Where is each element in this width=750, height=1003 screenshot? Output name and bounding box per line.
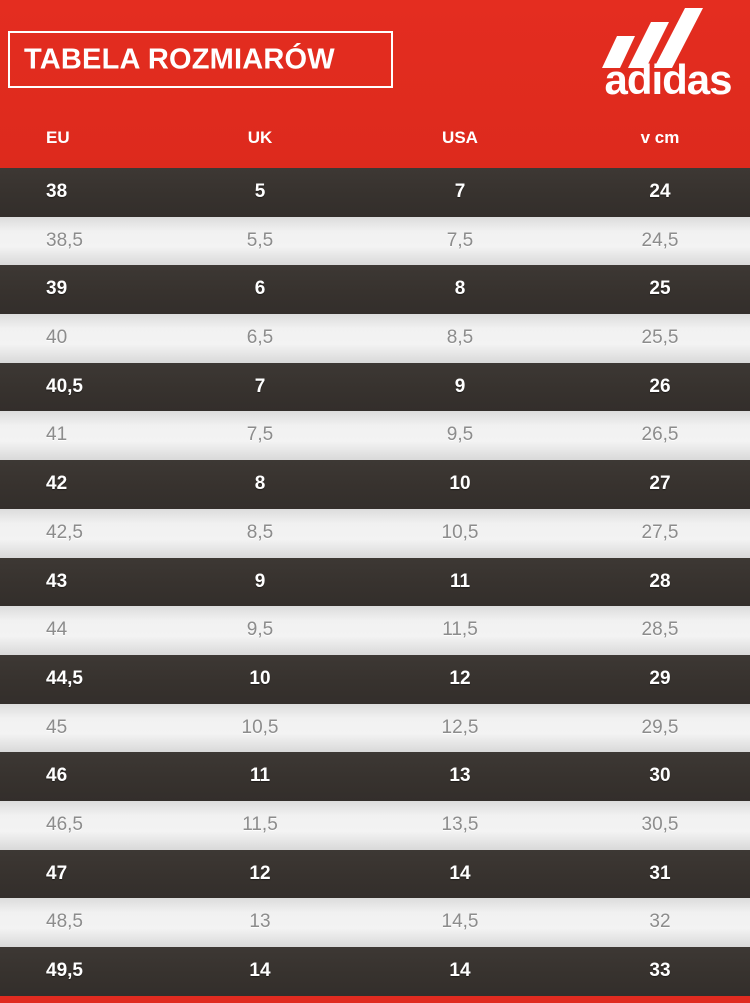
cell-usa: 14 (449, 960, 471, 981)
cell-cm: 29,5 (641, 716, 679, 738)
cell-cm: 28,5 (641, 619, 679, 641)
table-row: 45 10,5 12,5 29,5 (0, 703, 750, 753)
cell-usa: 12 (449, 667, 471, 689)
cell-eu: 43 (46, 570, 68, 592)
cell-cm: 32 (649, 911, 671, 933)
cell-uk: 8 (254, 473, 266, 495)
cell-cm: 27 (649, 473, 671, 495)
cell-uk: 10 (249, 667, 271, 689)
cell-eu: 42,5 (46, 521, 83, 543)
table-row: 38 5 7 24 (0, 168, 750, 217)
cell-cm: 30 (649, 765, 671, 787)
cell-eu: 38,5 (46, 229, 83, 251)
cell-uk: 9,5 (246, 619, 274, 641)
column-header-usa: USA (442, 128, 478, 147)
table-row: 48,5 13 14,5 32 (0, 898, 750, 947)
cell-usa: 14,5 (441, 911, 479, 933)
column-header-eu: EU (46, 128, 70, 147)
cell-eu: 44 (46, 619, 68, 641)
cell-uk: 6,5 (246, 327, 274, 349)
cell-cm: 26,5 (641, 424, 679, 446)
cell-eu: 46,5 (46, 813, 83, 835)
page-title: TABELA ROZMIARÓW (24, 43, 335, 75)
cell-eu: 48,5 (46, 911, 83, 933)
table-row: 40,5 7 9 26 (0, 362, 750, 412)
column-header-uk: UK (247, 128, 273, 147)
cell-usa: 10 (449, 473, 471, 495)
cell-usa: 7,5 (446, 229, 474, 251)
cell-usa: 14 (449, 862, 471, 884)
cell-uk: 10,5 (241, 716, 279, 738)
cell-cm: 28 (649, 570, 671, 592)
cell-eu: 40 (46, 327, 68, 349)
table-row: 46,5 11,5 13,5 30,5 (0, 800, 750, 850)
table-row: 46 11 13 30 (0, 752, 750, 801)
cell-usa: 11,5 (442, 619, 478, 641)
cell-uk: 9 (254, 570, 266, 592)
cell-usa: 13,5 (441, 813, 479, 835)
cell-eu: 42 (46, 473, 68, 495)
cell-eu: 39 (46, 278, 68, 300)
table-row: 39 6 8 25 (0, 265, 750, 315)
cell-uk: 12 (249, 862, 271, 884)
table-row: 47 12 14 31 (0, 849, 750, 899)
cell-uk: 8,5 (246, 521, 274, 543)
cell-cm: 29 (649, 667, 671, 689)
cell-usa: 7 (454, 181, 466, 202)
cell-usa: 10,5 (441, 521, 479, 543)
cell-eu: 41 (46, 424, 68, 446)
table-row: 38,5 5,5 7,5 24,5 (0, 216, 750, 266)
cell-uk: 5,5 (246, 229, 274, 251)
cell-eu: 49,5 (46, 960, 83, 981)
table-row: 42,5 8,5 10,5 27,5 (0, 508, 750, 558)
cell-usa: 13 (449, 765, 471, 787)
cell-eu: 44,5 (46, 667, 83, 689)
column-header-cm: v cm (640, 128, 680, 147)
cell-eu: 40,5 (46, 375, 83, 397)
cell-usa: 9,5 (446, 424, 474, 446)
cell-cm: 25,5 (641, 327, 679, 349)
cell-usa: 12,5 (441, 716, 479, 738)
cell-cm: 33 (649, 960, 671, 981)
table-row: 49,5 14 14 33 (0, 947, 750, 996)
cell-eu: 47 (46, 862, 68, 884)
table-row: 44 9,5 11,5 28,5 (0, 606, 750, 655)
chart-header: TABELA ROZMIARÓW adidas EU UK USA v cm (0, 0, 750, 168)
cell-cm: 26 (649, 375, 671, 397)
cell-usa: 11 (449, 570, 471, 592)
cell-eu: 46 (46, 765, 68, 787)
svg-text:adidas: adidas (604, 56, 731, 98)
table-row: 44,5 10 12 29 (0, 654, 750, 704)
cell-uk: 7 (254, 375, 266, 397)
table-row: 43 9 11 28 (0, 557, 750, 607)
cell-cm: 31 (649, 862, 671, 884)
cell-uk: 11 (249, 765, 271, 787)
table-row: 42 8 10 27 (0, 460, 750, 509)
cell-cm: 24,5 (641, 229, 679, 251)
cell-uk: 7,5 (246, 424, 274, 446)
cell-cm: 30,5 (641, 813, 679, 835)
cell-uk: 6 (254, 278, 266, 300)
cell-eu: 38 (46, 181, 68, 202)
cell-cm: 25 (649, 278, 671, 300)
table-row: 40 6,5 8,5 25,5 (0, 314, 750, 363)
cell-uk: 14 (249, 960, 271, 981)
cell-cm: 27,5 (641, 521, 679, 543)
cell-usa: 8,5 (446, 327, 474, 349)
adidas-logo: adidas (594, 6, 744, 98)
cell-uk: 5 (254, 181, 266, 202)
cell-usa: 8 (454, 278, 466, 300)
cell-cm: 24 (649, 181, 671, 202)
cell-uk: 11,5 (242, 813, 278, 835)
column-header-row: EU UK USA v cm (0, 124, 750, 152)
size-table: 38 5 7 24 38,5 5,5 7,5 24,5 39 6 8 25 40 6,5 8,5 25,5 40… (0, 168, 750, 1003)
cell-usa: 9 (454, 375, 466, 397)
cell-eu: 45 (46, 716, 68, 738)
page-title-box: TABELA ROZMIARÓW (8, 31, 393, 88)
cell-uk: 13 (249, 911, 271, 933)
table-row: 41 7,5 9,5 26,5 (0, 411, 750, 461)
